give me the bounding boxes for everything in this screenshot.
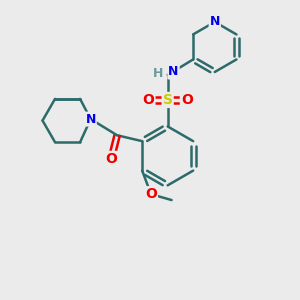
Text: O: O xyxy=(142,93,154,107)
Text: O: O xyxy=(181,93,193,107)
Text: O: O xyxy=(145,187,157,201)
Text: S: S xyxy=(163,93,173,107)
Text: N: N xyxy=(85,112,96,126)
Text: N: N xyxy=(168,65,179,79)
Text: O: O xyxy=(105,152,117,166)
Text: H: H xyxy=(153,67,164,80)
Text: N: N xyxy=(210,15,220,28)
